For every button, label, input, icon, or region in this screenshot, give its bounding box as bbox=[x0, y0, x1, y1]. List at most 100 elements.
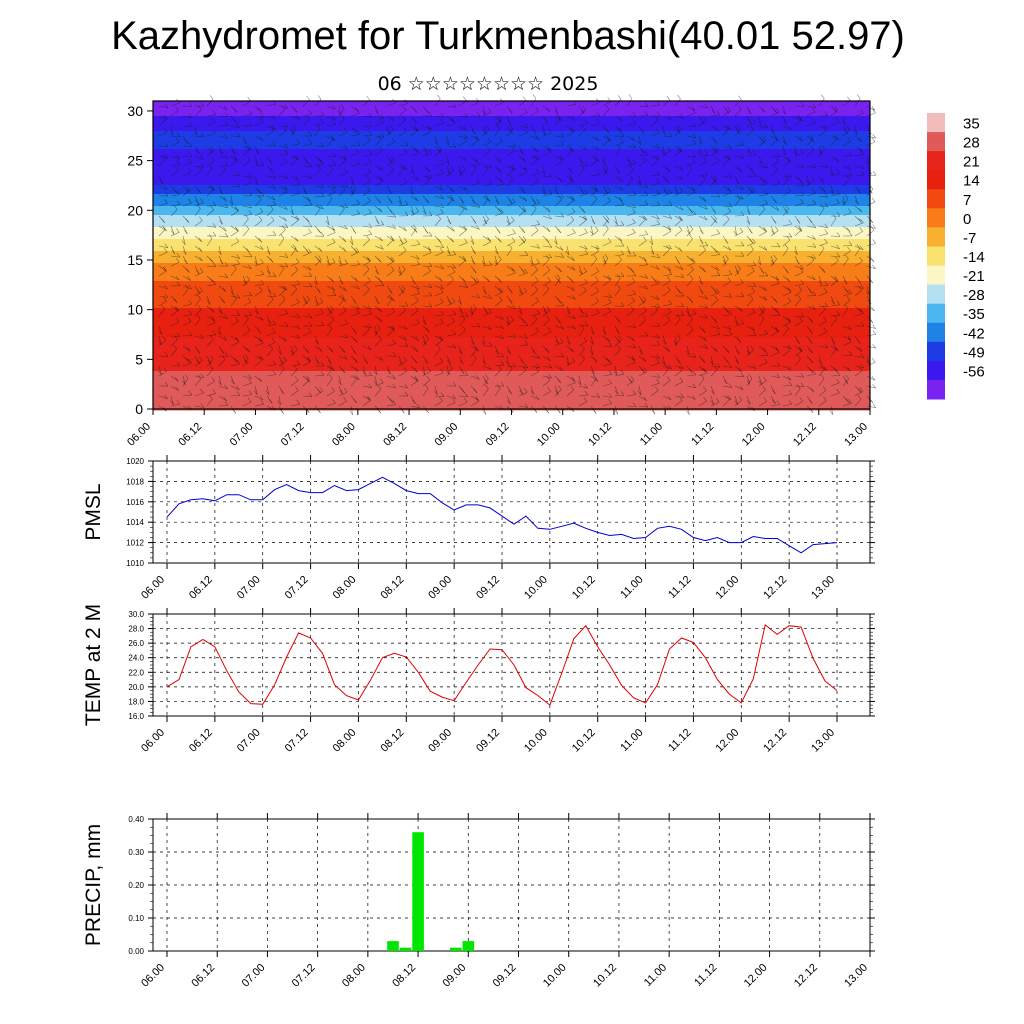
wind-barb-flag bbox=[200, 155, 204, 160]
wind-barb-flag bbox=[822, 126, 827, 131]
wind-barb-flag bbox=[689, 368, 693, 374]
wind-barb-flag bbox=[283, 158, 288, 163]
wind-barb bbox=[782, 375, 792, 381]
wind-barb-flag bbox=[198, 356, 203, 361]
wind-barb-flag bbox=[865, 290, 870, 295]
wind-barb bbox=[326, 185, 336, 189]
wind-barb bbox=[770, 139, 778, 147]
wind-barb-flag bbox=[523, 287, 528, 292]
wind-barb-flag bbox=[678, 226, 683, 231]
wind-barb bbox=[542, 205, 551, 212]
wind-barb-flag bbox=[464, 371, 469, 376]
wind-barb-flag bbox=[856, 339, 861, 344]
wind-barb-flag bbox=[438, 145, 442, 150]
wind-barb-flag bbox=[486, 197, 491, 202]
wind-barb-flag bbox=[762, 347, 767, 352]
wind-barb-flag bbox=[641, 368, 645, 374]
x-tick-label: 12.00 bbox=[740, 421, 768, 449]
wind-barb bbox=[410, 335, 419, 341]
wind-barb-flag bbox=[195, 269, 200, 275]
wind-barb-flag bbox=[197, 305, 202, 310]
wind-barb-flag bbox=[846, 227, 851, 232]
wind-barb-flag bbox=[796, 219, 801, 224]
wind-barb bbox=[398, 103, 408, 107]
wind-barb-flag bbox=[571, 376, 575, 381]
wind-barb bbox=[218, 235, 229, 238]
wind-barb-flag bbox=[735, 349, 740, 355]
y-tick-label: 25 bbox=[127, 153, 143, 169]
wind-barb-flag bbox=[698, 140, 703, 145]
wind-barb-flag bbox=[834, 275, 839, 281]
wind-barb bbox=[290, 390, 299, 397]
wind-barb-flag bbox=[782, 110, 786, 115]
wind-barb-flag bbox=[584, 189, 588, 194]
wind-barb-flag bbox=[392, 339, 396, 344]
wind-barb-flag bbox=[412, 399, 416, 404]
wind-barb-flag bbox=[488, 180, 493, 185]
wind-barb bbox=[194, 378, 202, 387]
heatmap-band bbox=[153, 236, 870, 240]
wind-barb bbox=[182, 321, 192, 327]
wind-barb bbox=[290, 143, 300, 147]
wind-barb-flag bbox=[548, 172, 553, 178]
wind-barb-flag bbox=[809, 329, 813, 334]
wind-barb-flag bbox=[452, 264, 456, 269]
wind-barb-flag bbox=[605, 224, 609, 229]
wind-barb-flag bbox=[749, 229, 753, 234]
wind-barb-flag bbox=[619, 116, 623, 122]
wind-barb-flag bbox=[315, 359, 320, 365]
wind-barb-flag bbox=[570, 385, 574, 391]
wind-barb bbox=[230, 255, 240, 259]
wind-barb bbox=[578, 245, 588, 250]
x-tick-label: 09.12 bbox=[491, 962, 519, 990]
wind-barb-flag bbox=[713, 248, 718, 253]
wind-barb-flag bbox=[186, 268, 190, 273]
wind-barb-flag bbox=[260, 161, 265, 166]
heatmap-band bbox=[153, 245, 870, 249]
wind-barb-flag bbox=[224, 154, 228, 159]
wind-barb bbox=[782, 155, 791, 162]
wind-barb-flag bbox=[470, 340, 475, 345]
wind-barb bbox=[242, 218, 249, 227]
heatmap-band bbox=[153, 272, 870, 276]
wind-barb-flag bbox=[583, 267, 587, 272]
wind-barb bbox=[470, 345, 479, 352]
wind-barb-flag bbox=[332, 105, 336, 110]
wind-barb bbox=[434, 314, 444, 317]
wind-barb-flag bbox=[557, 278, 561, 284]
wind-barb-flag bbox=[230, 290, 234, 295]
wind-barb bbox=[506, 265, 515, 272]
wind-barb-flag bbox=[535, 106, 539, 112]
wind-barb bbox=[782, 208, 789, 217]
wind-barb-flag bbox=[498, 208, 502, 213]
wind-barb-flag bbox=[422, 340, 427, 345]
wind-barb bbox=[806, 180, 815, 187]
wind-barb bbox=[782, 345, 792, 350]
wind-barb-flag bbox=[210, 185, 214, 190]
wind-barb bbox=[626, 394, 636, 397]
wind-barb bbox=[638, 310, 647, 317]
heatmap-band bbox=[153, 251, 870, 255]
heatmap-band bbox=[153, 302, 870, 306]
wind-barb-flag bbox=[582, 216, 587, 221]
wind-barb bbox=[614, 348, 621, 357]
wind-barb-flag bbox=[236, 391, 241, 396]
wind-barb-flag bbox=[294, 345, 298, 350]
wind-barb-flag bbox=[247, 297, 252, 303]
wind-barb bbox=[794, 115, 803, 122]
wind-barb-flag bbox=[847, 325, 852, 330]
wind-barb-flag bbox=[733, 230, 737, 236]
wind-barb-flag bbox=[248, 311, 253, 316]
wind-barb bbox=[758, 231, 767, 237]
wind-barb bbox=[314, 295, 319, 305]
wind-barb bbox=[314, 345, 323, 352]
wind-barb-flag bbox=[604, 164, 609, 169]
wind-barb-flag bbox=[628, 94, 633, 99]
wind-barb bbox=[638, 105, 649, 107]
wind-barb-flag bbox=[734, 320, 738, 325]
wind-barb-flag bbox=[367, 345, 372, 351]
wind-barb bbox=[470, 255, 476, 265]
wind-barb-flag bbox=[856, 94, 861, 99]
wind-barb-flag bbox=[175, 106, 179, 112]
wind-barb-flag bbox=[246, 275, 250, 281]
